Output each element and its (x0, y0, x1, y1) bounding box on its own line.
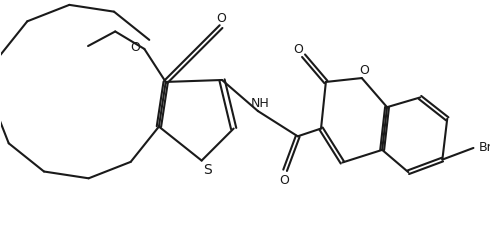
Text: O: O (216, 12, 226, 25)
Text: Br: Br (479, 140, 490, 153)
Text: O: O (293, 43, 303, 56)
Text: NH: NH (250, 96, 269, 109)
Text: O: O (279, 173, 289, 186)
Text: O: O (131, 41, 141, 54)
Text: O: O (359, 64, 369, 76)
Text: S: S (203, 162, 212, 176)
